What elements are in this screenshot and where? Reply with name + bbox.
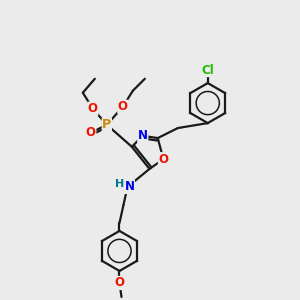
Text: N: N bbox=[138, 129, 148, 142]
Text: Cl: Cl bbox=[201, 64, 214, 76]
Text: P: P bbox=[102, 118, 111, 131]
Text: O: O bbox=[86, 126, 96, 139]
Text: O: O bbox=[118, 100, 128, 113]
Text: N: N bbox=[124, 180, 134, 194]
Text: O: O bbox=[88, 102, 98, 115]
Text: O: O bbox=[158, 153, 168, 166]
Text: H: H bbox=[115, 179, 124, 189]
Text: O: O bbox=[115, 276, 124, 290]
